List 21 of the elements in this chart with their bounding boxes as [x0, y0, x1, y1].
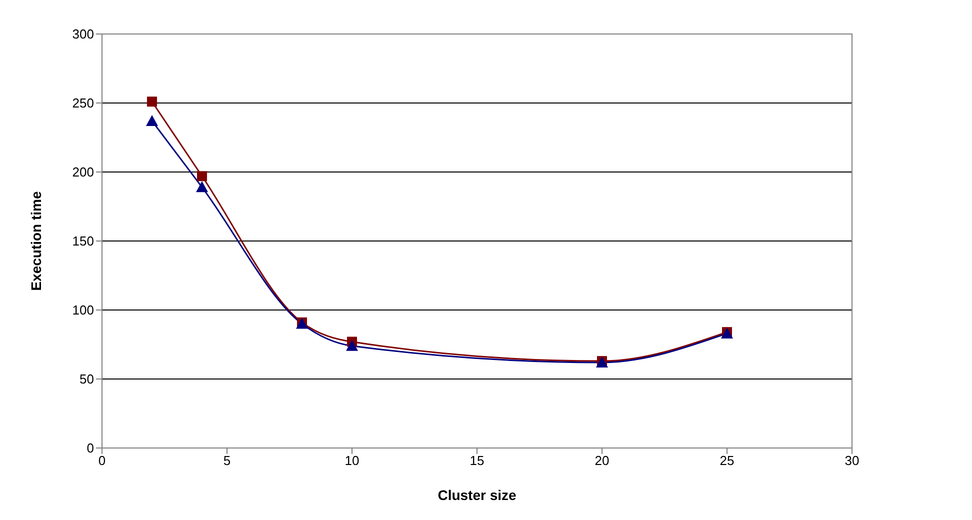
- point: [147, 96, 157, 107]
- point: [346, 340, 358, 351]
- y-tick-label: 200: [72, 164, 94, 180]
- x-tick-label: 10: [344, 453, 360, 468]
- x-axis-title: Cluster size: [438, 487, 517, 503]
- x-tick-label: 20: [594, 453, 610, 468]
- y-tick-label: 300: [72, 26, 94, 42]
- y-tick-label: 50: [80, 372, 94, 387]
- y-tick-label: 100: [72, 302, 94, 318]
- y-tick-label: 0: [86, 440, 94, 456]
- y-axis-title: Execution time: [28, 191, 44, 291]
- x-tick-label: 5: [223, 453, 231, 468]
- point: [197, 171, 207, 182]
- x-tick-label: 25: [720, 453, 734, 468]
- y-tick-label: 250: [72, 96, 94, 111]
- point: [146, 114, 158, 126]
- x-tick-label: 15: [470, 453, 484, 468]
- y-tick-label: 150: [72, 234, 94, 249]
- x-tick-label: 30: [844, 453, 860, 468]
- x-tick-label: 0: [98, 453, 106, 468]
- point: [196, 181, 208, 192]
